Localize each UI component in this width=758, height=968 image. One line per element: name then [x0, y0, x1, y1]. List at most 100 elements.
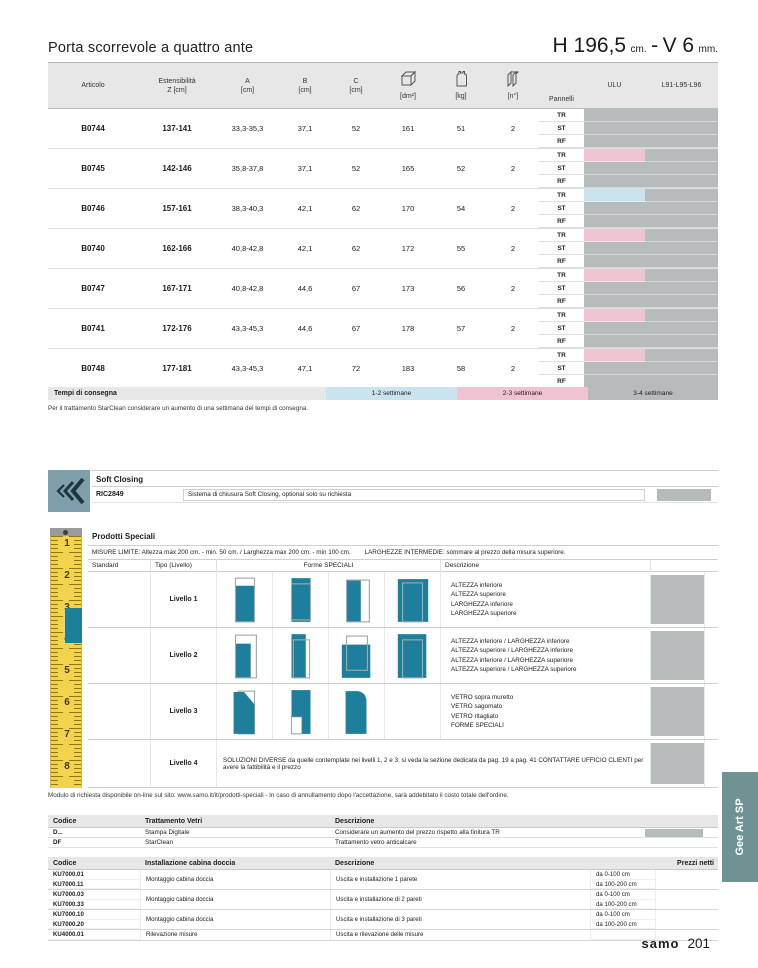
vetri-row: D... Stampa Digitale Considerare un aument… [48, 828, 718, 838]
cell-c: 52 [351, 164, 361, 173]
height-value: H 196,5 [552, 34, 627, 57]
article-row: B0746 157-161 38,3-40,3 42,1 62 170 54 2 TR ST RF [48, 189, 718, 229]
installazione-header: Codice Installazione cabina doccia Descr… [48, 857, 718, 870]
col-ulu: ULU [607, 82, 622, 89]
ruler-number: 7 [64, 728, 70, 740]
ulu-cell-pink [584, 269, 645, 282]
delivery-label: Tempi di consegna [48, 387, 326, 400]
description-line: VETRO ritagliato [451, 712, 499, 720]
ulu-cell [584, 295, 645, 308]
empty-shape-cell [384, 684, 440, 739]
panel-type-label: TR [539, 349, 584, 362]
level-row: Livello 2 ALTEZZA inferiore / LARGHEZZA i… [88, 628, 718, 684]
l91-cell [645, 242, 718, 255]
col-standard: Standard [92, 562, 119, 569]
level-row: Livello 1 ALTEZZA inferiore ALTEZZA superi… [88, 572, 718, 628]
article-row: B0744 137-141 33,3-35,3 37,1 52 161 51 2 TR ST RF [48, 109, 718, 149]
cell-kg: 54 [456, 204, 466, 213]
cell-c: 72 [351, 364, 361, 373]
l91-cell [645, 349, 718, 362]
cell-estensibilita: 172-176 [162, 324, 192, 333]
col-forme: Forme SPECIALI [216, 560, 440, 572]
delivery-segment-2-3: 2-3 settimane [457, 387, 588, 400]
panel-type-label: TR [539, 149, 584, 162]
dimension-separator: - [651, 34, 659, 57]
ulu-cell-blue [584, 189, 645, 202]
price-gray-cell [650, 743, 704, 784]
misure-limite-note: MISURE LIMITE: Altezza max 200 cm. - min… [88, 546, 718, 560]
cell-n: 2 [510, 164, 516, 173]
col-descrizione: Descrizione [335, 818, 375, 825]
col-c: C [cm] [349, 77, 363, 94]
ulu-cell [584, 362, 645, 375]
level-label: Livello 4 [150, 740, 216, 787]
level-label: Livello 1 [150, 572, 216, 627]
install-descrizione: Uscita e installazione di 2 pareti [330, 890, 590, 909]
cell-dm2: 172 [401, 244, 415, 253]
l91-cell [645, 189, 718, 202]
description-line: VETRO sagomato [451, 703, 503, 710]
article-row: B0745 142-146 35,8-37,8 37,1 52 165 52 2 TR ST RF [48, 149, 718, 189]
cell-b: 44,6 [297, 324, 313, 333]
cell-articolo: B0748 [81, 364, 105, 373]
install-tipo: Rilevazione misure [140, 930, 330, 940]
col-installazione: Installazione cabina doccia [145, 860, 236, 867]
col-n: [n°] [487, 63, 539, 108]
cell-estensibilita: 162-166 [162, 244, 192, 253]
cell-a: 35,8-37,8 [231, 164, 264, 173]
install-range: da 100-200 cm [590, 919, 655, 929]
series-side-tab[interactable]: Gee Art SP [722, 772, 758, 882]
delivery-segment-1-2: 1-2 settimane [326, 387, 457, 400]
install-price-cell [655, 879, 718, 889]
install-range: da 100-200 cm [590, 899, 655, 909]
col-estensibilita: Estensibilità Z [cm] [158, 77, 196, 94]
install-codice: KU7000.10 [48, 910, 140, 920]
col-pannelli: Pannelli [549, 96, 574, 103]
install-descrizione: Uscita e installazione di 3 pareti [330, 910, 590, 929]
level-description: ALTEZZA inferiore / LARGHEZZA inferiore A… [440, 628, 650, 683]
col-prezzi-netti: Prezzi netti [677, 860, 714, 867]
vetri-empty-cell [645, 838, 703, 848]
col-dm2: [dm²] [381, 63, 435, 108]
cell-estensibilita: 157-161 [162, 204, 192, 213]
l91-cell [645, 282, 718, 295]
description-line: ALTEZZA inferiore / LARGHEZZA inferiore [451, 637, 570, 645]
description-line: LARGHEZZA superiore [451, 610, 517, 617]
vetro-sopra-muretto-shape [216, 684, 272, 739]
cell-n: 2 [510, 324, 516, 333]
install-codice: KU7000.03 [48, 890, 140, 900]
install-range: da 100-200 cm [590, 879, 655, 889]
install-price-cell [655, 890, 718, 900]
install-codice: KU7000.33 [48, 900, 140, 909]
panel-type-label: RF [539, 175, 584, 188]
ruler-number: 6 [64, 697, 70, 708]
install-group: KU4000.01 Rilevazione misure Uscita e rile… [48, 930, 718, 941]
page-footer: samo 201 [642, 936, 711, 951]
description-line: ALTEZZA superiore / LARGHEZZA superiore [451, 666, 577, 673]
article-row: B0740 162-166 40,8-42,8 42,1 62 172 55 2 TR ST RF [48, 229, 718, 269]
l91-cell [645, 362, 718, 375]
col-descrizione: Descrizione [440, 560, 650, 572]
vetri-codice: DF [53, 839, 62, 846]
trattamento-vetri-table: Codice Trattamento Vetri Descrizione D..… [48, 815, 718, 848]
cell-b: 42,1 [297, 204, 313, 213]
l91-cell [645, 109, 718, 122]
description-line: FORME SPECIALI [451, 722, 504, 729]
l91-cell [645, 202, 718, 215]
cell-dm2: 183 [401, 364, 415, 373]
col-tipo: Tipo (Livello) [150, 560, 216, 572]
description-line: LARGHEZZA inferiore [451, 600, 513, 608]
col-codice: Codice [53, 818, 77, 825]
cell-estensibilita: 142-146 [162, 164, 192, 173]
install-descrizione: Uscita e rilevazione delle misure [330, 930, 590, 940]
panel-type-label: ST [539, 362, 584, 375]
install-codice: KU7000.20 [48, 920, 140, 929]
cell-a: 43,3-45,3 [231, 364, 264, 373]
installazione-table: Codice Installazione cabina doccia Descr… [48, 857, 718, 941]
install-codice: KU4000.01 [48, 930, 140, 940]
cell-articolo: B0747 [81, 284, 105, 293]
l91-cell [645, 269, 718, 282]
altezza-superiore-shape [272, 572, 328, 627]
install-price-cell [655, 930, 718, 940]
col-articolo: Articolo [81, 82, 105, 89]
